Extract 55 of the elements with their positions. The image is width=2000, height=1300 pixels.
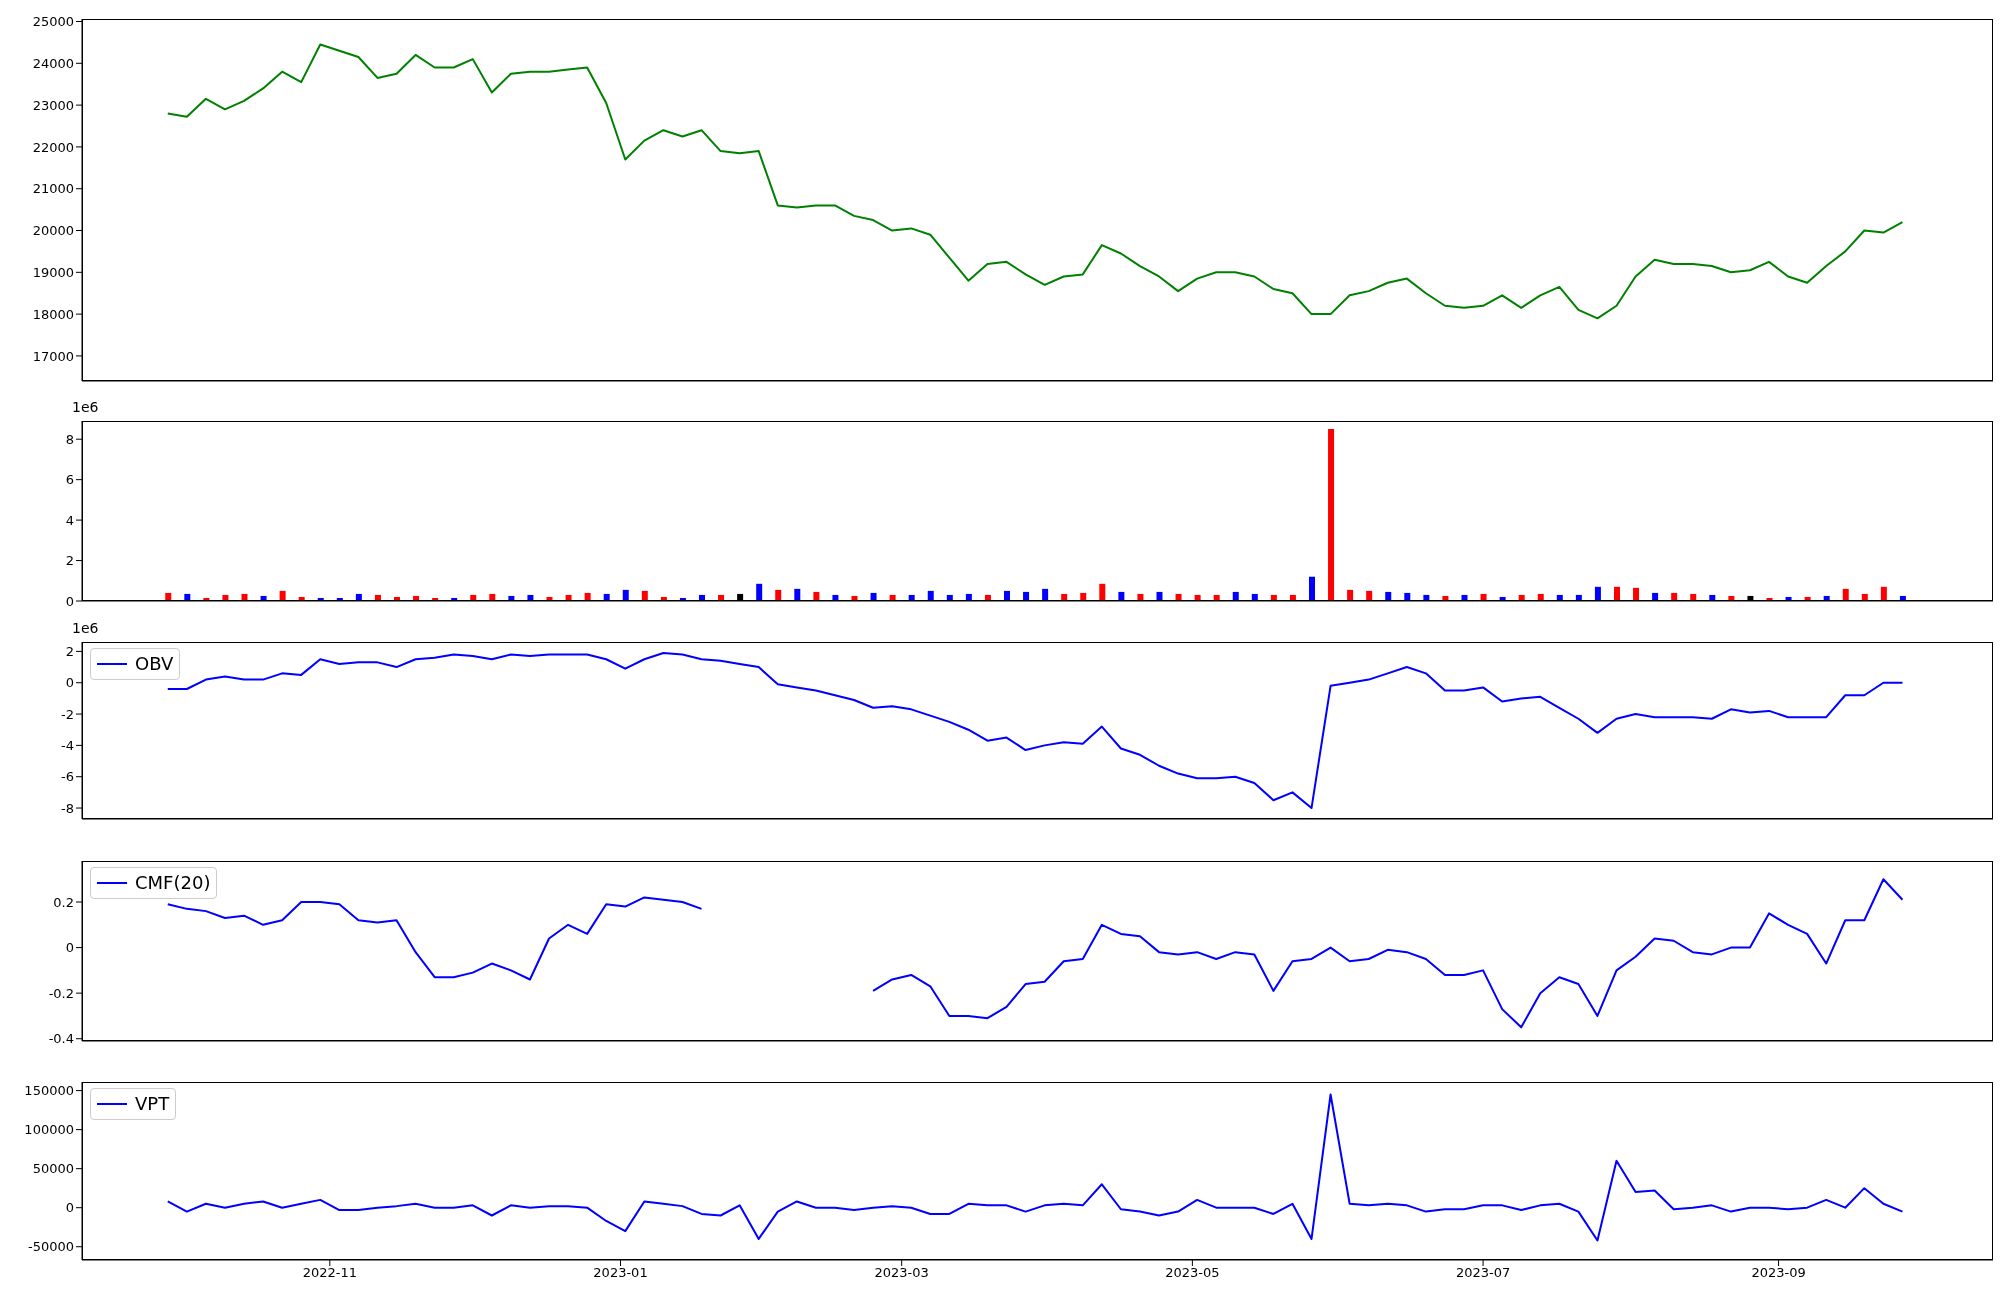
y-tick-label: 100000 [24, 1122, 74, 1138]
y-tick-label: 25000 [32, 14, 74, 30]
bar [1842, 588, 1849, 601]
y-tick-label: 21000 [32, 181, 74, 197]
y-tick-label: -6 [61, 769, 74, 785]
y-tick-label: 20000 [32, 223, 74, 239]
x-tick-label: 2023-01 [593, 1265, 648, 1281]
bar [1613, 586, 1620, 601]
y-tick-label: 50000 [32, 1161, 74, 1177]
bar [756, 583, 763, 601]
bar [1308, 576, 1315, 601]
legend-label: OBV [135, 652, 174, 676]
bar [1099, 583, 1106, 601]
bar [1347, 589, 1354, 601]
y-tick-label: -50000 [27, 1239, 74, 1255]
x-tick-label: 2023-03 [874, 1265, 929, 1281]
text: 1e6 [72, 620, 99, 636]
y-tick-label: 24000 [32, 55, 74, 71]
x-tick-label: 2023-07 [1455, 1265, 1511, 1281]
y-tick-label: 2 [65, 644, 74, 660]
y-tick-label: 2 [65, 553, 74, 569]
bar [1594, 586, 1601, 601]
y-tick-label: 4 [65, 512, 74, 528]
bar [622, 589, 629, 601]
y-tick-label: -2 [61, 706, 74, 722]
y-tick-label: 23000 [32, 97, 74, 113]
legend-label: CMF(20) [135, 871, 211, 895]
y-tick-label: -0.4 [48, 1031, 74, 1047]
x-tick-label: 2023-09 [1751, 1265, 1806, 1281]
bar [1880, 586, 1887, 601]
bar [1633, 587, 1640, 601]
y-tick-label: 8 [65, 431, 74, 447]
bar [1042, 588, 1049, 601]
y-tick-label: 0 [65, 1200, 74, 1216]
legend-label: VPT [135, 1092, 170, 1116]
y-tick-label: 0 [65, 940, 74, 956]
y-tick-label: 0 [65, 675, 74, 691]
bar [794, 588, 801, 601]
y-tick-label: 150000 [24, 1083, 74, 1099]
x-tick-label: 2023-05 [1165, 1265, 1220, 1281]
x-tick-label: 2022-11 [302, 1265, 357, 1281]
y-tick-label: -8 [61, 800, 74, 816]
y-tick-label: -0.2 [48, 985, 74, 1001]
y-tick-label: 6 [65, 472, 74, 488]
y-tick-label: 0 [65, 593, 74, 609]
bar [1328, 429, 1335, 601]
y-tick-label: 19000 [32, 264, 74, 280]
text: 1e6 [72, 399, 99, 415]
y-tick-label: 17000 [32, 348, 74, 364]
y-tick-label: 22000 [32, 139, 74, 155]
bar [775, 589, 782, 601]
y-tick-label: 18000 [32, 306, 74, 322]
y-tick-label: 0.2 [53, 894, 74, 910]
y-tick-label: -4 [61, 738, 74, 753]
line-series [166, 43, 1904, 320]
